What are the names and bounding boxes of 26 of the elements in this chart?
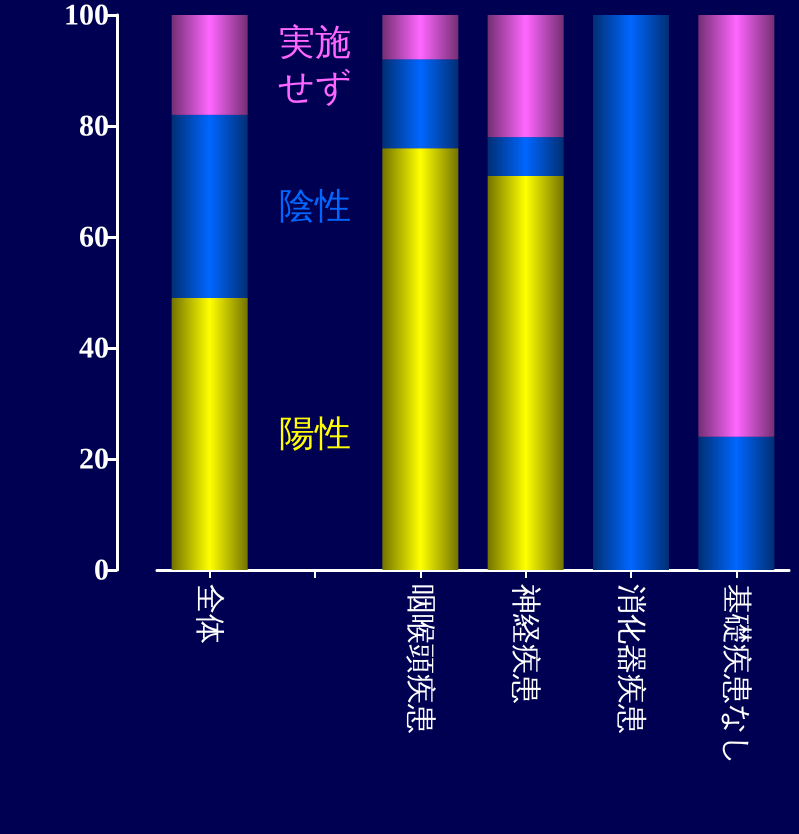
x-tick-label: 神経疾患 [508, 584, 544, 704]
x-tick-label: 消化器疾患 [614, 584, 648, 734]
series-label: 陽性 [279, 414, 351, 455]
bar [382, 148, 458, 570]
bar [698, 15, 774, 437]
y-tick-label: 20 [79, 442, 109, 476]
series-label: 実施せず [278, 22, 352, 108]
bar [488, 15, 564, 138]
bar [488, 137, 564, 176]
bar [172, 15, 248, 115]
bar [172, 114, 248, 298]
bar [172, 298, 248, 570]
y-tick-label: 40 [79, 332, 109, 364]
bar [382, 59, 458, 148]
y-tick-label: 100 [64, 0, 109, 32]
y-tick-label: 60 [79, 220, 109, 254]
series-label: 陰性 [279, 186, 351, 227]
y-tick-label: 80 [79, 110, 109, 142]
bar [593, 15, 669, 570]
bar [382, 15, 458, 60]
x-tick-label: 咽喉頭疾患 [402, 584, 438, 734]
x-tick-label: 基礎疾患なし [718, 584, 754, 766]
bar [698, 436, 774, 570]
x-tick-label: 全体 [192, 584, 228, 644]
y-tick-label: 0 [94, 554, 109, 586]
bar [488, 176, 564, 570]
